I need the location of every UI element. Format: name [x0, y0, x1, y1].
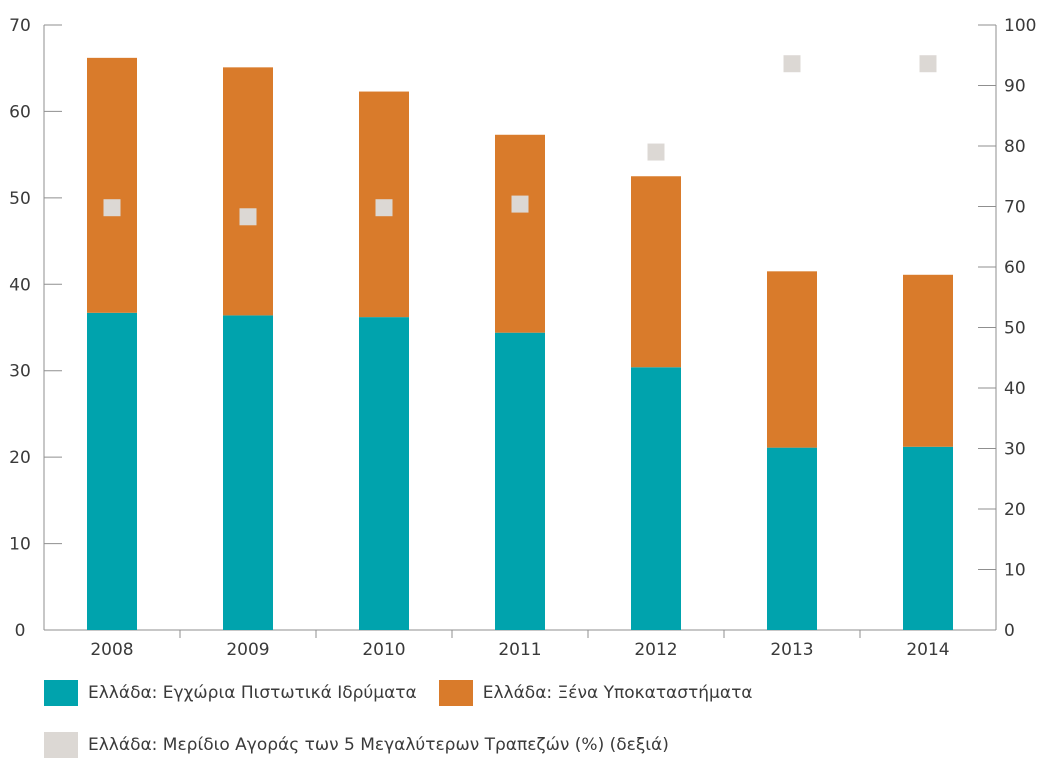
left-tick-label: 60	[9, 102, 31, 122]
legend-item-share: Ελλάδα: Μερίδιο Αγοράς των 5 Μεγαλύτερων…	[44, 732, 669, 758]
right-tick-label: 10	[1004, 561, 1026, 581]
left-tick-label: 50	[9, 189, 31, 209]
legend-swatch-foreign	[438, 680, 473, 706]
bar-domestic-2012	[631, 367, 681, 630]
bar-domestic-2010	[359, 317, 409, 630]
x-tick-label-2014: 2014	[906, 640, 949, 660]
legend-row-1: Ελλάδα: Εγχώρια Πιστωτικά Ιδρύματα Ελλάδ…	[44, 678, 1004, 708]
share-marker-2008	[103, 199, 121, 217]
left-tick-label: 20	[9, 448, 31, 468]
bar-domestic-2013	[767, 447, 817, 630]
share-marker-2013	[783, 55, 801, 73]
left-tick-label: 70	[9, 16, 31, 36]
share-marker-2011	[511, 195, 529, 213]
share-marker-2009	[239, 208, 257, 226]
right-tick-label: 80	[1004, 137, 1026, 157]
share-marker-2010	[375, 199, 393, 217]
bar-foreign-2013	[767, 271, 817, 448]
right-tick-label: 0	[1004, 621, 1015, 641]
legend-item-foreign: Ελλάδα: Ξένα Υποκαταστήματα	[438, 680, 753, 706]
legend-label-foreign: Ελλάδα: Ξένα Υποκαταστήματα	[482, 683, 753, 703]
right-tick-label: 90	[1004, 77, 1026, 97]
bar-foreign-2008	[87, 57, 137, 313]
share-marker-2012	[647, 143, 665, 161]
legend: Ελλάδα: Εγχώρια Πιστωτικά Ιδρύματα Ελλάδ…	[44, 678, 1004, 760]
bar-foreign-2014	[903, 274, 953, 447]
right-tick-label: 70	[1004, 198, 1026, 218]
x-tick-label-2008: 2008	[90, 640, 133, 660]
bar-domestic-2011	[495, 332, 545, 630]
bar-domestic-2014	[903, 446, 953, 630]
x-tick-label-2013: 2013	[770, 640, 813, 660]
left-tick-label: 0	[15, 621, 26, 641]
right-tick-label: 20	[1004, 500, 1026, 520]
legend-swatch-domestic	[44, 680, 78, 706]
share-markers	[103, 55, 937, 226]
right-tick-label: 60	[1004, 258, 1026, 278]
bar-domestic-2008	[87, 312, 137, 630]
bar-domestic-2009	[223, 315, 273, 630]
right-tick-label: 50	[1004, 319, 1026, 339]
bar-foreign-2012	[631, 176, 681, 368]
left-tick-label: 30	[9, 362, 31, 382]
legend-label-share: Ελλάδα: Μερίδιο Αγοράς των 5 Μεγαλύτερων…	[88, 735, 669, 755]
right-tick-label: 30	[1004, 440, 1026, 460]
bars	[87, 57, 953, 630]
left-tick-label: 10	[9, 535, 31, 555]
legend-label-domestic: Ελλάδα: Εγχώρια Πιστωτικά Ιδρύματα	[88, 683, 417, 703]
left-tick-label: 40	[9, 275, 31, 295]
bar-foreign-2009	[223, 67, 273, 316]
share-marker-2014	[919, 55, 937, 73]
x-tick-label-2009: 2009	[226, 640, 269, 660]
x-tick-label-2011: 2011	[498, 640, 541, 660]
tick-labels: 0 10 20 30 40 50 60 70 0 10 20 30 40 50 60 70 80 90 100 200…	[9, 16, 1036, 660]
legend-row-2: Ελλάδα: Μερίδιο Αγοράς των 5 Μεγαλύτερων…	[44, 730, 1004, 760]
right-tick-label: 40	[1004, 379, 1026, 399]
x-tick-label-2010: 2010	[362, 640, 405, 660]
legend-item-domestic: Ελλάδα: Εγχώρια Πιστωτικά Ιδρύματα	[44, 680, 417, 706]
bar-foreign-2011	[495, 134, 545, 333]
legend-swatch-share	[44, 732, 78, 758]
x-tick-label-2012: 2012	[634, 640, 677, 660]
chart-canvas: 0 10 20 30 40 50 60 70 0 10 20 30 40 50 60 70 80 90 100 200…	[9, 16, 1036, 660]
right-tick-label: 100	[1004, 16, 1036, 36]
